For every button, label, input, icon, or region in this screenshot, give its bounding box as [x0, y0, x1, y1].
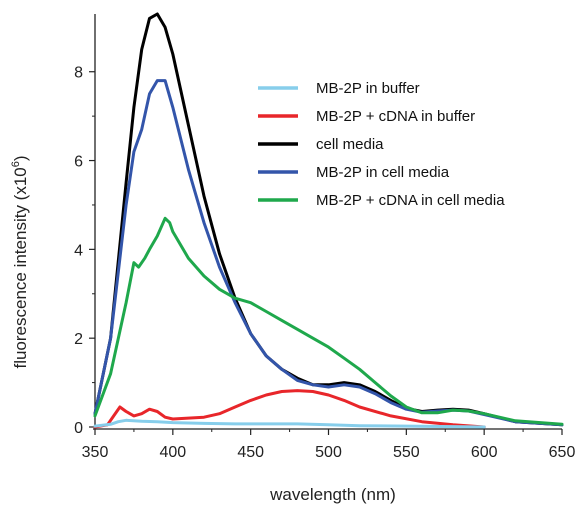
y-tick-label: 0	[74, 420, 83, 437]
legend-label: MB-2P in cell media	[316, 164, 450, 181]
x-tick-label: 450	[237, 444, 264, 461]
y-tick-label: 4	[74, 242, 83, 259]
x-tick-label: 600	[471, 444, 498, 461]
axes: 0 2 4 6 8 350 400 450 500 550 600 650	[74, 14, 575, 461]
series-line-4	[93, 79, 564, 427]
y-tick-label: 2	[74, 331, 83, 348]
y-axis-label: fluorescence intensity (x106)	[10, 155, 30, 368]
legend: MB-2P in buffer MB-2P + cDNA in buffer cel…	[258, 80, 505, 209]
series-line-5	[93, 216, 564, 426]
legend-label: MB-2P in buffer	[316, 80, 420, 97]
series-line-2	[93, 389, 486, 429]
x-tick-label: 500	[315, 444, 342, 461]
legend-label: cell media	[316, 136, 384, 153]
x-tick-label: 400	[159, 444, 186, 461]
series-line-1	[93, 418, 486, 429]
x-tick-label: 350	[82, 444, 109, 461]
series-layer	[93, 12, 564, 429]
legend-label: MB-2P + cDNA in buffer	[316, 108, 475, 125]
x-tick-label: 650	[549, 444, 576, 461]
y-tick-label: 6	[74, 154, 83, 171]
y-tick-label: 8	[74, 65, 83, 82]
x-axis-label: wavelength (nm)	[269, 485, 396, 504]
legend-label: MB-2P + cDNA in cell media	[316, 192, 505, 209]
x-tick-label: 550	[393, 444, 420, 461]
